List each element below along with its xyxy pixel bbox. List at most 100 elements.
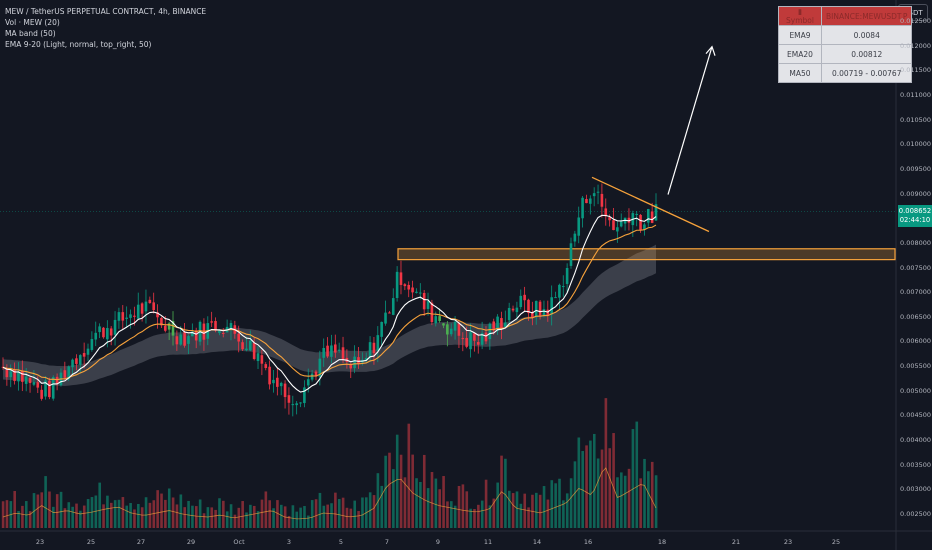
last-price-label: 0.008652 02:44:10 bbox=[898, 205, 932, 227]
volume-bar bbox=[314, 499, 318, 528]
volume-bar bbox=[337, 499, 341, 528]
volume-bar bbox=[5, 500, 9, 528]
candle bbox=[364, 358, 368, 361]
volume-bar bbox=[133, 509, 136, 528]
candle bbox=[465, 337, 468, 347]
candle bbox=[554, 297, 557, 299]
candle bbox=[461, 338, 465, 340]
candle bbox=[337, 349, 341, 351]
candle bbox=[604, 208, 608, 217]
projection-arrow bbox=[667, 46, 713, 195]
candle bbox=[349, 364, 353, 369]
candle bbox=[306, 379, 310, 386]
candle bbox=[136, 304, 140, 319]
volume-bar bbox=[287, 515, 291, 528]
table-cell: MA50 bbox=[778, 63, 822, 83]
volume-bar bbox=[28, 511, 32, 528]
volume-bar bbox=[67, 502, 71, 528]
candle bbox=[368, 342, 372, 357]
price-tick-label: 0.004000 bbox=[900, 436, 932, 445]
volume-bar bbox=[477, 504, 480, 528]
candle bbox=[214, 321, 217, 331]
volume-bar bbox=[480, 500, 484, 528]
volume-bar bbox=[380, 485, 384, 528]
candle bbox=[303, 387, 306, 404]
volume-bar bbox=[654, 475, 658, 528]
candle bbox=[252, 343, 256, 359]
candle bbox=[63, 370, 67, 378]
volume-bar bbox=[144, 497, 148, 528]
volume-bar bbox=[620, 472, 623, 528]
volume-bar bbox=[40, 492, 44, 528]
volume-bar bbox=[63, 508, 67, 528]
volume-bar bbox=[361, 497, 364, 528]
volume-bar bbox=[249, 504, 252, 528]
volume-bar bbox=[140, 507, 144, 528]
candle bbox=[353, 356, 356, 369]
candle bbox=[210, 321, 213, 323]
volume-bar bbox=[272, 508, 275, 528]
price-tick-label: 0.012500 bbox=[900, 17, 932, 25]
volume-bar bbox=[399, 454, 403, 528]
volume-bar bbox=[121, 497, 125, 528]
volume-bar bbox=[585, 445, 588, 528]
price-tick-label: 0.008000 bbox=[900, 238, 932, 247]
candle bbox=[125, 317, 128, 319]
candle bbox=[17, 372, 20, 382]
volume-bar bbox=[13, 491, 16, 528]
candle bbox=[646, 209, 650, 223]
price-tick-label: 0.009000 bbox=[900, 189, 932, 198]
candle bbox=[322, 347, 326, 358]
candle bbox=[507, 307, 511, 321]
volume-bar bbox=[98, 482, 101, 528]
candle bbox=[616, 227, 619, 232]
volume-bar bbox=[183, 507, 187, 528]
price-tick-label: 0.005500 bbox=[900, 362, 932, 371]
volume-bar bbox=[430, 472, 434, 528]
volume-bar bbox=[202, 513, 206, 528]
ma-band-legend[interactable]: MA band (50) bbox=[5, 29, 56, 38]
table-cell: Symbol bbox=[786, 16, 814, 25]
price-tick-label: 0.009500 bbox=[900, 164, 932, 173]
time-tick-label: 18 bbox=[657, 538, 667, 546]
candle bbox=[515, 307, 519, 313]
candle bbox=[24, 376, 28, 384]
volume-bar bbox=[210, 507, 214, 528]
candle bbox=[403, 284, 407, 287]
ema-legend[interactable]: EMA 9-20 (Light, normal, top_right, 50) bbox=[5, 40, 152, 49]
volume-legend[interactable]: Vol · MEW (20) bbox=[5, 18, 60, 27]
volume-bar bbox=[260, 499, 264, 528]
candle bbox=[391, 298, 395, 315]
resistance-zone bbox=[397, 248, 896, 261]
candle bbox=[67, 366, 70, 380]
volume-bar bbox=[307, 515, 310, 528]
volume-bar bbox=[589, 440, 592, 528]
volume-bar bbox=[44, 476, 47, 528]
volume-bar bbox=[156, 490, 159, 528]
volume-bar bbox=[299, 507, 302, 528]
volume-bar bbox=[403, 477, 407, 528]
volume-bar bbox=[148, 502, 152, 528]
volume-bar bbox=[372, 495, 376, 528]
volume-bar bbox=[214, 509, 217, 528]
candle bbox=[330, 345, 333, 357]
candle bbox=[94, 332, 98, 340]
volume-bar bbox=[280, 504, 283, 528]
candle bbox=[380, 321, 383, 337]
volume-bar bbox=[627, 468, 631, 528]
candle bbox=[148, 299, 152, 304]
volume-bar bbox=[125, 505, 129, 528]
price-tick-label: 0.003000 bbox=[900, 485, 932, 494]
candle bbox=[129, 314, 132, 318]
volume-bar bbox=[577, 437, 581, 528]
volume-bar bbox=[198, 499, 202, 528]
volume-bar bbox=[218, 498, 221, 528]
candle bbox=[534, 300, 538, 318]
price-tick-label: 0.006500 bbox=[900, 312, 932, 321]
candle bbox=[442, 323, 445, 326]
time-tick-label: 23 bbox=[35, 538, 45, 546]
candle bbox=[248, 340, 252, 351]
volume-bar bbox=[650, 461, 654, 528]
volume-bar bbox=[604, 398, 608, 528]
